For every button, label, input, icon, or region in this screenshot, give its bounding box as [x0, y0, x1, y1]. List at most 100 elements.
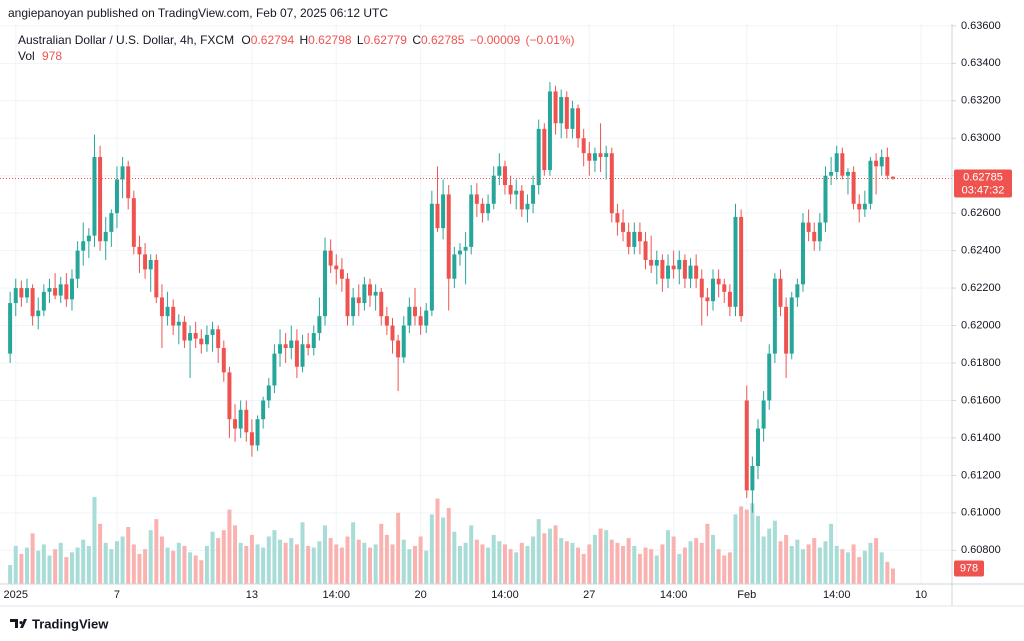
candle-body	[817, 222, 822, 242]
x-tick-label: Feb	[737, 589, 756, 601]
y-tick-label: 0.62400	[961, 245, 1001, 257]
volume-bar	[615, 542, 620, 584]
volume-bar	[199, 560, 204, 584]
volume-bar	[441, 517, 446, 584]
volume-bar	[559, 538, 564, 584]
candle-body	[154, 259, 159, 298]
candle-body	[553, 91, 558, 124]
candle-body	[294, 340, 299, 367]
volume-bar	[418, 536, 423, 584]
volume-bar	[817, 547, 822, 584]
volume-bar	[272, 530, 277, 584]
volume-bar	[688, 541, 693, 584]
close-value: 0.62785	[421, 33, 465, 47]
volume-bar	[362, 542, 367, 584]
volume-bar	[845, 552, 850, 584]
candle-body	[694, 265, 699, 279]
volume-bar	[379, 523, 384, 584]
volume-bar	[36, 550, 41, 584]
candle-body	[300, 344, 305, 367]
y-tick-label: 0.61600	[961, 394, 1001, 406]
close-label: C	[412, 33, 421, 47]
volume-bar	[761, 536, 766, 584]
volume-bar	[261, 547, 266, 584]
candle-body	[677, 259, 682, 270]
candle-body	[626, 231, 631, 247]
volume-bar	[396, 512, 401, 584]
volume-legend: Vol 978	[18, 49, 62, 63]
volume-bar	[24, 547, 29, 584]
volume-bar	[58, 542, 63, 584]
candle-body	[705, 297, 710, 302]
candle-body	[851, 171, 856, 204]
volume-bar	[19, 553, 24, 584]
volume-bar	[407, 549, 412, 584]
volume-bar	[182, 546, 187, 584]
candle-body	[800, 222, 805, 285]
candle-body	[491, 175, 496, 204]
candle-body	[711, 278, 716, 302]
volume-bar	[328, 538, 333, 584]
candle-body	[795, 284, 800, 298]
volume-bar	[682, 547, 687, 584]
candle-body	[47, 288, 52, 292]
candle-body	[727, 291, 732, 307]
candle-body	[474, 194, 479, 204]
volume-bar	[727, 552, 732, 584]
high-label: H	[300, 33, 309, 47]
volume-bar	[480, 544, 485, 584]
volume-bar	[424, 550, 429, 584]
volume-bar	[643, 547, 648, 584]
candle-body	[244, 409, 249, 433]
change-percent: (−0.01%)	[525, 33, 574, 47]
candle-body	[829, 171, 834, 176]
x-tick-label: 13	[246, 589, 258, 601]
candle-body	[542, 128, 547, 171]
candle-body	[103, 231, 108, 242]
volume-bar	[384, 534, 389, 584]
candle-body	[621, 222, 626, 232]
candle-body	[249, 432, 254, 446]
volume-layer	[8, 496, 895, 584]
y-tick-label: 0.62600	[961, 207, 1001, 219]
candle-body	[508, 185, 513, 195]
candle-body	[306, 344, 311, 349]
candle-body	[604, 153, 609, 157]
candle-body	[547, 91, 552, 171]
volume-bar	[823, 541, 828, 584]
volume-bar	[429, 514, 434, 584]
volume-bar	[564, 541, 569, 584]
volume-bar	[255, 544, 260, 584]
candle-body	[199, 338, 204, 345]
low-label: L	[357, 33, 364, 47]
volume-bar	[604, 530, 609, 584]
symbol: Australian Dollar / U.S. Dollar, 4h, FXC…	[18, 33, 234, 47]
x-tick-label: 7	[114, 589, 120, 601]
volume-bar	[339, 547, 344, 584]
volume-bar	[502, 544, 507, 584]
candle-body	[272, 353, 277, 386]
candle-body	[41, 291, 46, 311]
volume-bar	[514, 552, 519, 584]
candle-body	[289, 340, 294, 349]
x-tick-label: 14:00	[823, 589, 851, 601]
candle-body	[559, 97, 564, 124]
volume-bar	[705, 523, 710, 584]
candle-body	[688, 265, 693, 279]
axis-layer: 0.636000.634000.632000.630000.628000.626…	[4, 20, 1012, 601]
volume-bar	[227, 509, 232, 584]
candle-body	[261, 400, 266, 420]
volume-bar	[536, 519, 541, 584]
brand: TradingView	[32, 616, 109, 631]
volume-bar	[885, 561, 890, 584]
candle-body	[429, 203, 434, 311]
volume-bar	[778, 541, 783, 584]
y-tick-label: 0.61400	[961, 432, 1001, 444]
candle-body	[210, 329, 215, 335]
candle-body	[53, 288, 58, 296]
volume-bar	[41, 544, 46, 584]
published-note: angiepanoyan published on TradingView.co…	[8, 6, 388, 20]
candle-body	[8, 303, 13, 354]
volume-bar	[699, 542, 704, 584]
